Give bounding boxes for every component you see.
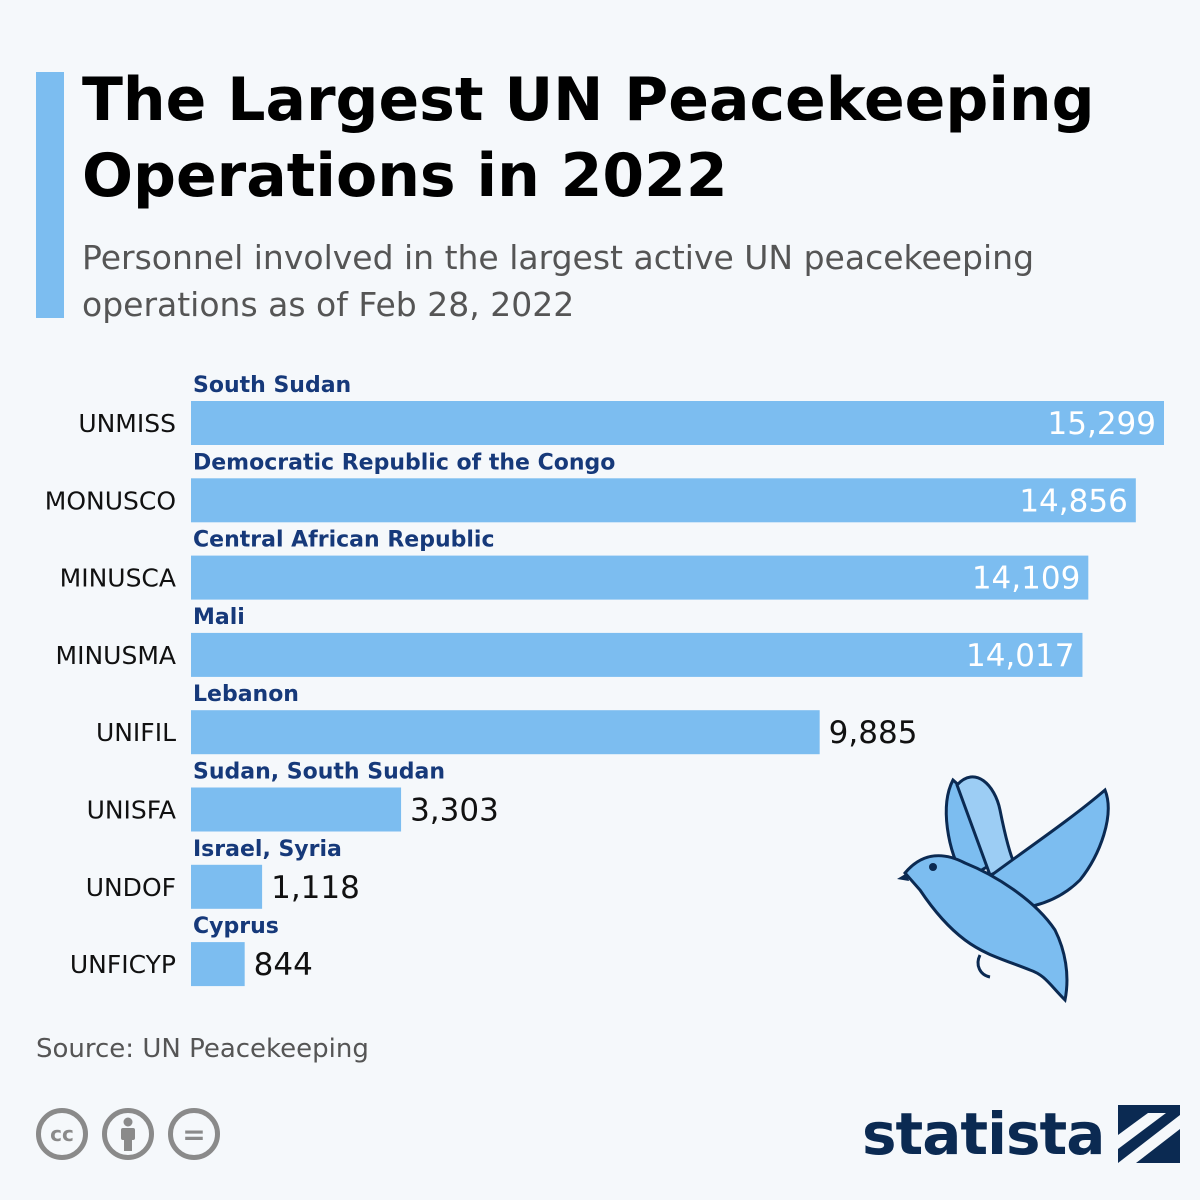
category-label: UNMISS — [78, 409, 176, 438]
category-label: MONUSCO — [45, 486, 176, 515]
source-note: Source: UN Peacekeeping — [36, 1034, 369, 1064]
bar — [191, 942, 245, 987]
country-label: Sudan, South Sudan — [193, 760, 445, 785]
bar — [191, 478, 1136, 523]
data-label: 1,118 — [271, 870, 360, 906]
category-label: MINUSCA — [60, 564, 176, 593]
license-icons: cc = — [36, 1108, 220, 1160]
category-label: UNFICYP — [70, 950, 176, 979]
category-label: UNDOF — [86, 873, 176, 902]
data-label: 9,885 — [829, 715, 918, 751]
title-accent-bar — [36, 72, 64, 318]
bar-chart: South Sudan UNMISS 15,299 Democratic Republ… — [45, 373, 1164, 987]
cc-icon[interactable]: cc — [36, 1108, 88, 1160]
category-label: MINUSMA — [56, 641, 176, 670]
data-label: 14,017 — [966, 638, 1074, 674]
dove-icon — [897, 775, 1110, 1004]
category-label: UNIFIL — [96, 718, 176, 747]
bar — [191, 632, 1083, 677]
bar — [191, 710, 820, 755]
country-label: Israel, Syria — [193, 837, 342, 862]
no-derivatives-icon[interactable]: = — [168, 1108, 220, 1160]
data-label: 15,299 — [1048, 406, 1156, 442]
chart-subtitle: Personnel involved in the largest active… — [82, 238, 1035, 324]
category-label: UNISFA — [87, 796, 176, 825]
country-label: Mali — [193, 605, 245, 630]
bar — [191, 864, 263, 909]
chart-title: The Largest UN Peacekeeping Operations i… — [82, 65, 1095, 211]
data-label: 14,856 — [1019, 483, 1127, 519]
country-label: Cyprus — [193, 914, 279, 939]
statista-logo[interactable]: statista — [862, 1100, 1181, 1168]
bar — [191, 555, 1089, 600]
country-label: South Sudan — [193, 373, 351, 398]
country-label: Lebanon — [193, 682, 299, 707]
country-label: Central African Republic — [193, 528, 494, 553]
attribution-icon[interactable] — [102, 1108, 154, 1160]
logo-text: statista — [862, 1100, 1105, 1168]
data-label: 3,303 — [410, 793, 499, 829]
data-label: 14,109 — [972, 561, 1080, 597]
statista-logo-icon — [1118, 1105, 1181, 1163]
country-label: Democratic Republic of the Congo — [193, 450, 615, 475]
data-label: 844 — [254, 947, 313, 983]
bar — [191, 401, 1164, 445]
bar — [191, 787, 402, 832]
